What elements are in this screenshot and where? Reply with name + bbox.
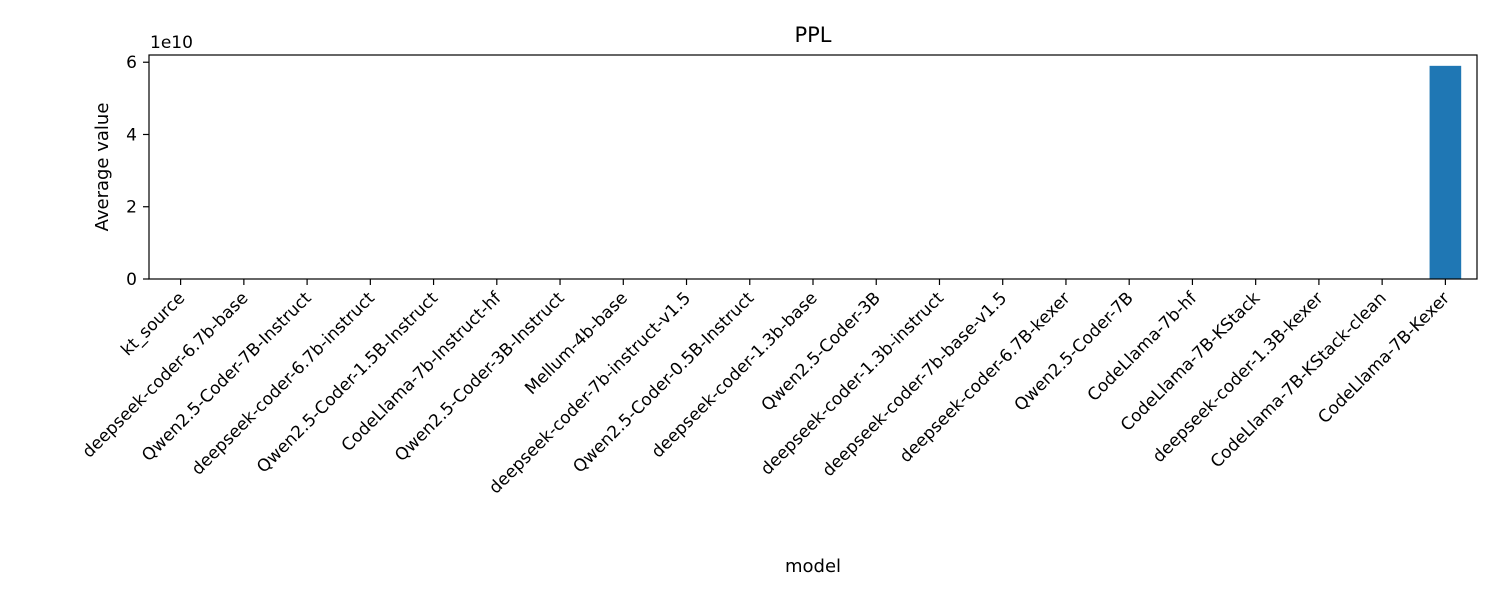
bar-CodeLlama-7B-Kexer bbox=[1429, 65, 1462, 279]
chart-title: PPL bbox=[794, 23, 831, 47]
x-tick-label: CodeLlama-7b-hf bbox=[1084, 288, 1202, 406]
bars-layer bbox=[1429, 65, 1462, 279]
y-axis-ticks: 0 2 4 6 bbox=[126, 53, 149, 290]
y-tick-label: 0 bbox=[126, 270, 137, 290]
plot-frame bbox=[148, 54, 1478, 280]
y-tick-label: 6 bbox=[126, 53, 137, 73]
y-axis-label: Average value bbox=[92, 103, 113, 232]
x-tick-label: CodeLlama-7B-Kexer bbox=[1314, 288, 1454, 428]
y-tick-label: 4 bbox=[126, 125, 137, 145]
x-tick-label: Qwen2.5-Coder-7B bbox=[1011, 288, 1138, 415]
y-tick-label: 2 bbox=[126, 198, 137, 218]
x-tick-label: Qwen2.5-Coder-3B bbox=[758, 288, 885, 415]
y-offset-label: 1e10 bbox=[150, 33, 193, 53]
x-axis-ticks: kt_sourcedeepseek-coder-6.7b-baseQwen2.5… bbox=[79, 279, 1454, 498]
x-axis-label: model bbox=[785, 556, 841, 577]
